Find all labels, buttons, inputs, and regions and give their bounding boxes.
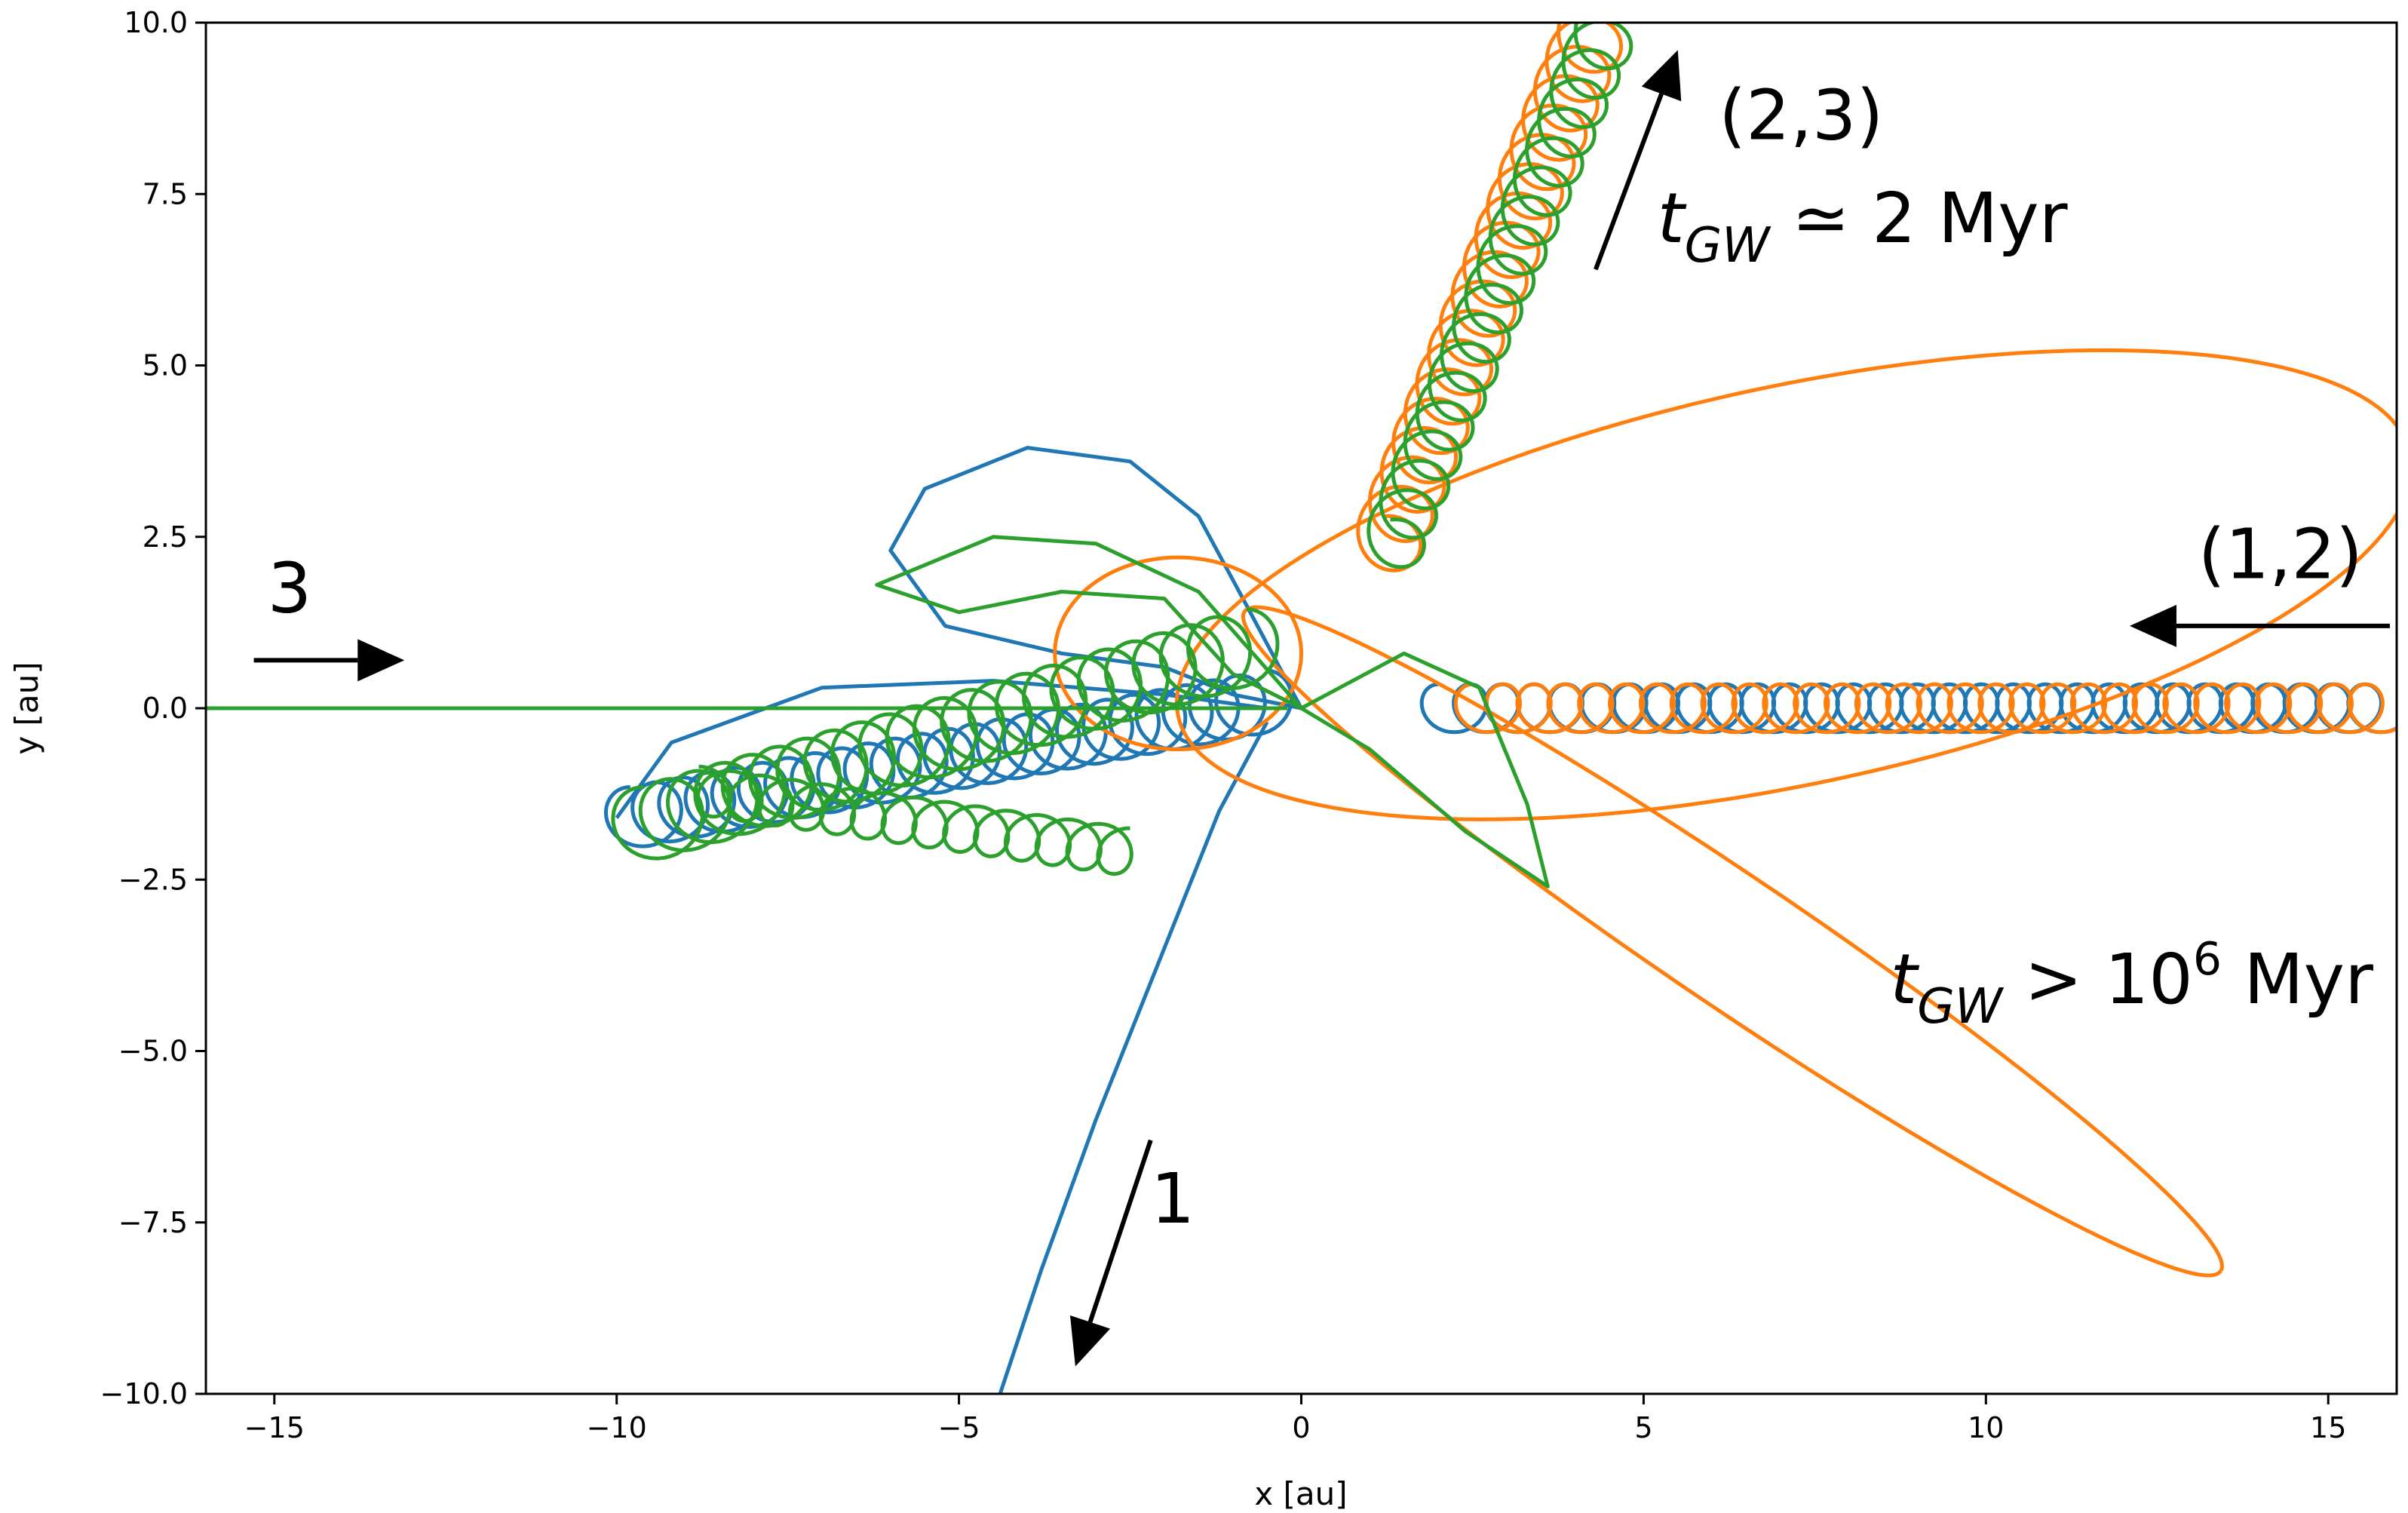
x-axis-label: x [au]: [1254, 1475, 1347, 1512]
y-tick-label: −7.5: [118, 1206, 188, 1239]
series-2-segment-4: [1053, 555, 1303, 751]
series-2-segment-1: [1453, 682, 2397, 735]
x-tick-label: −15: [244, 1411, 305, 1444]
annotation-layer: (2,3) tGW ≃ 2 Myr (1,2) tGW > 106 Myr 3 1: [268, 75, 2373, 1239]
y-tick-label: 0.0: [143, 692, 188, 725]
series-3: [206, 23, 1633, 888]
series-2-segment-2: [1174, 348, 2397, 821]
x-tick-label: 15: [2310, 1411, 2346, 1444]
arrow-(2,3): [1594, 50, 1682, 271]
series-3-segment-6: [1367, 23, 1633, 569]
x-tick-label: 5: [1634, 1411, 1652, 1444]
series-1-segment-5: [998, 721, 1269, 1394]
x-tick-label: 10: [1968, 1411, 2004, 1444]
y-tick-label: 10.0: [124, 6, 188, 39]
series-3-segment-3: [695, 764, 1133, 876]
series-layer: [206, 23, 2397, 1394]
y-tick-label: 7.5: [143, 177, 188, 210]
y-tick-label: 2.5: [143, 520, 188, 554]
series-1-segment-4: [615, 679, 1268, 819]
arrow-3: [253, 639, 405, 682]
y-tick-label: −5.0: [118, 1035, 188, 1068]
annotation-4: tGW > 106 Myr: [1890, 933, 2373, 1035]
series-2-segment-3: [1241, 605, 2224, 1278]
series-3-segment-2: [611, 606, 1280, 861]
tick-layer: −15 −10 −5 0 5 10 15 −10.0 −7.5 −5.0 −2.5 0.0 2.5 5.0…: [100, 6, 2347, 1444]
annotation-5: 3: [268, 548, 312, 629]
annotation-3: (1,2): [2198, 514, 2363, 594]
annotation-6: 1: [1151, 1159, 1195, 1239]
y-axis-label: y [au]: [8, 661, 45, 754]
series-2: [1053, 23, 2397, 1278]
series-1-segment-2: [888, 446, 1303, 710]
arrow-1: [1069, 1139, 1153, 1367]
x-tick-label: −5: [938, 1411, 980, 1444]
y-tick-label: −10.0: [100, 1377, 188, 1410]
series-1: [603, 446, 2397, 1394]
arrow-layer: [253, 50, 2390, 1367]
y-tick-label: −2.5: [118, 863, 188, 896]
series-3-segment-4: [875, 535, 1303, 710]
annotation-1: (2,3): [1719, 75, 1883, 156]
x-tick-label: −10: [587, 1411, 647, 1444]
series-3-segment-5: [1300, 651, 1550, 888]
annotation-2: tGW ≃ 2 Myr: [1658, 178, 2068, 274]
arrow-(1,2): [2129, 604, 2390, 647]
y-tick-label: 5.0: [143, 349, 188, 382]
x-tick-label: 0: [1292, 1411, 1310, 1444]
